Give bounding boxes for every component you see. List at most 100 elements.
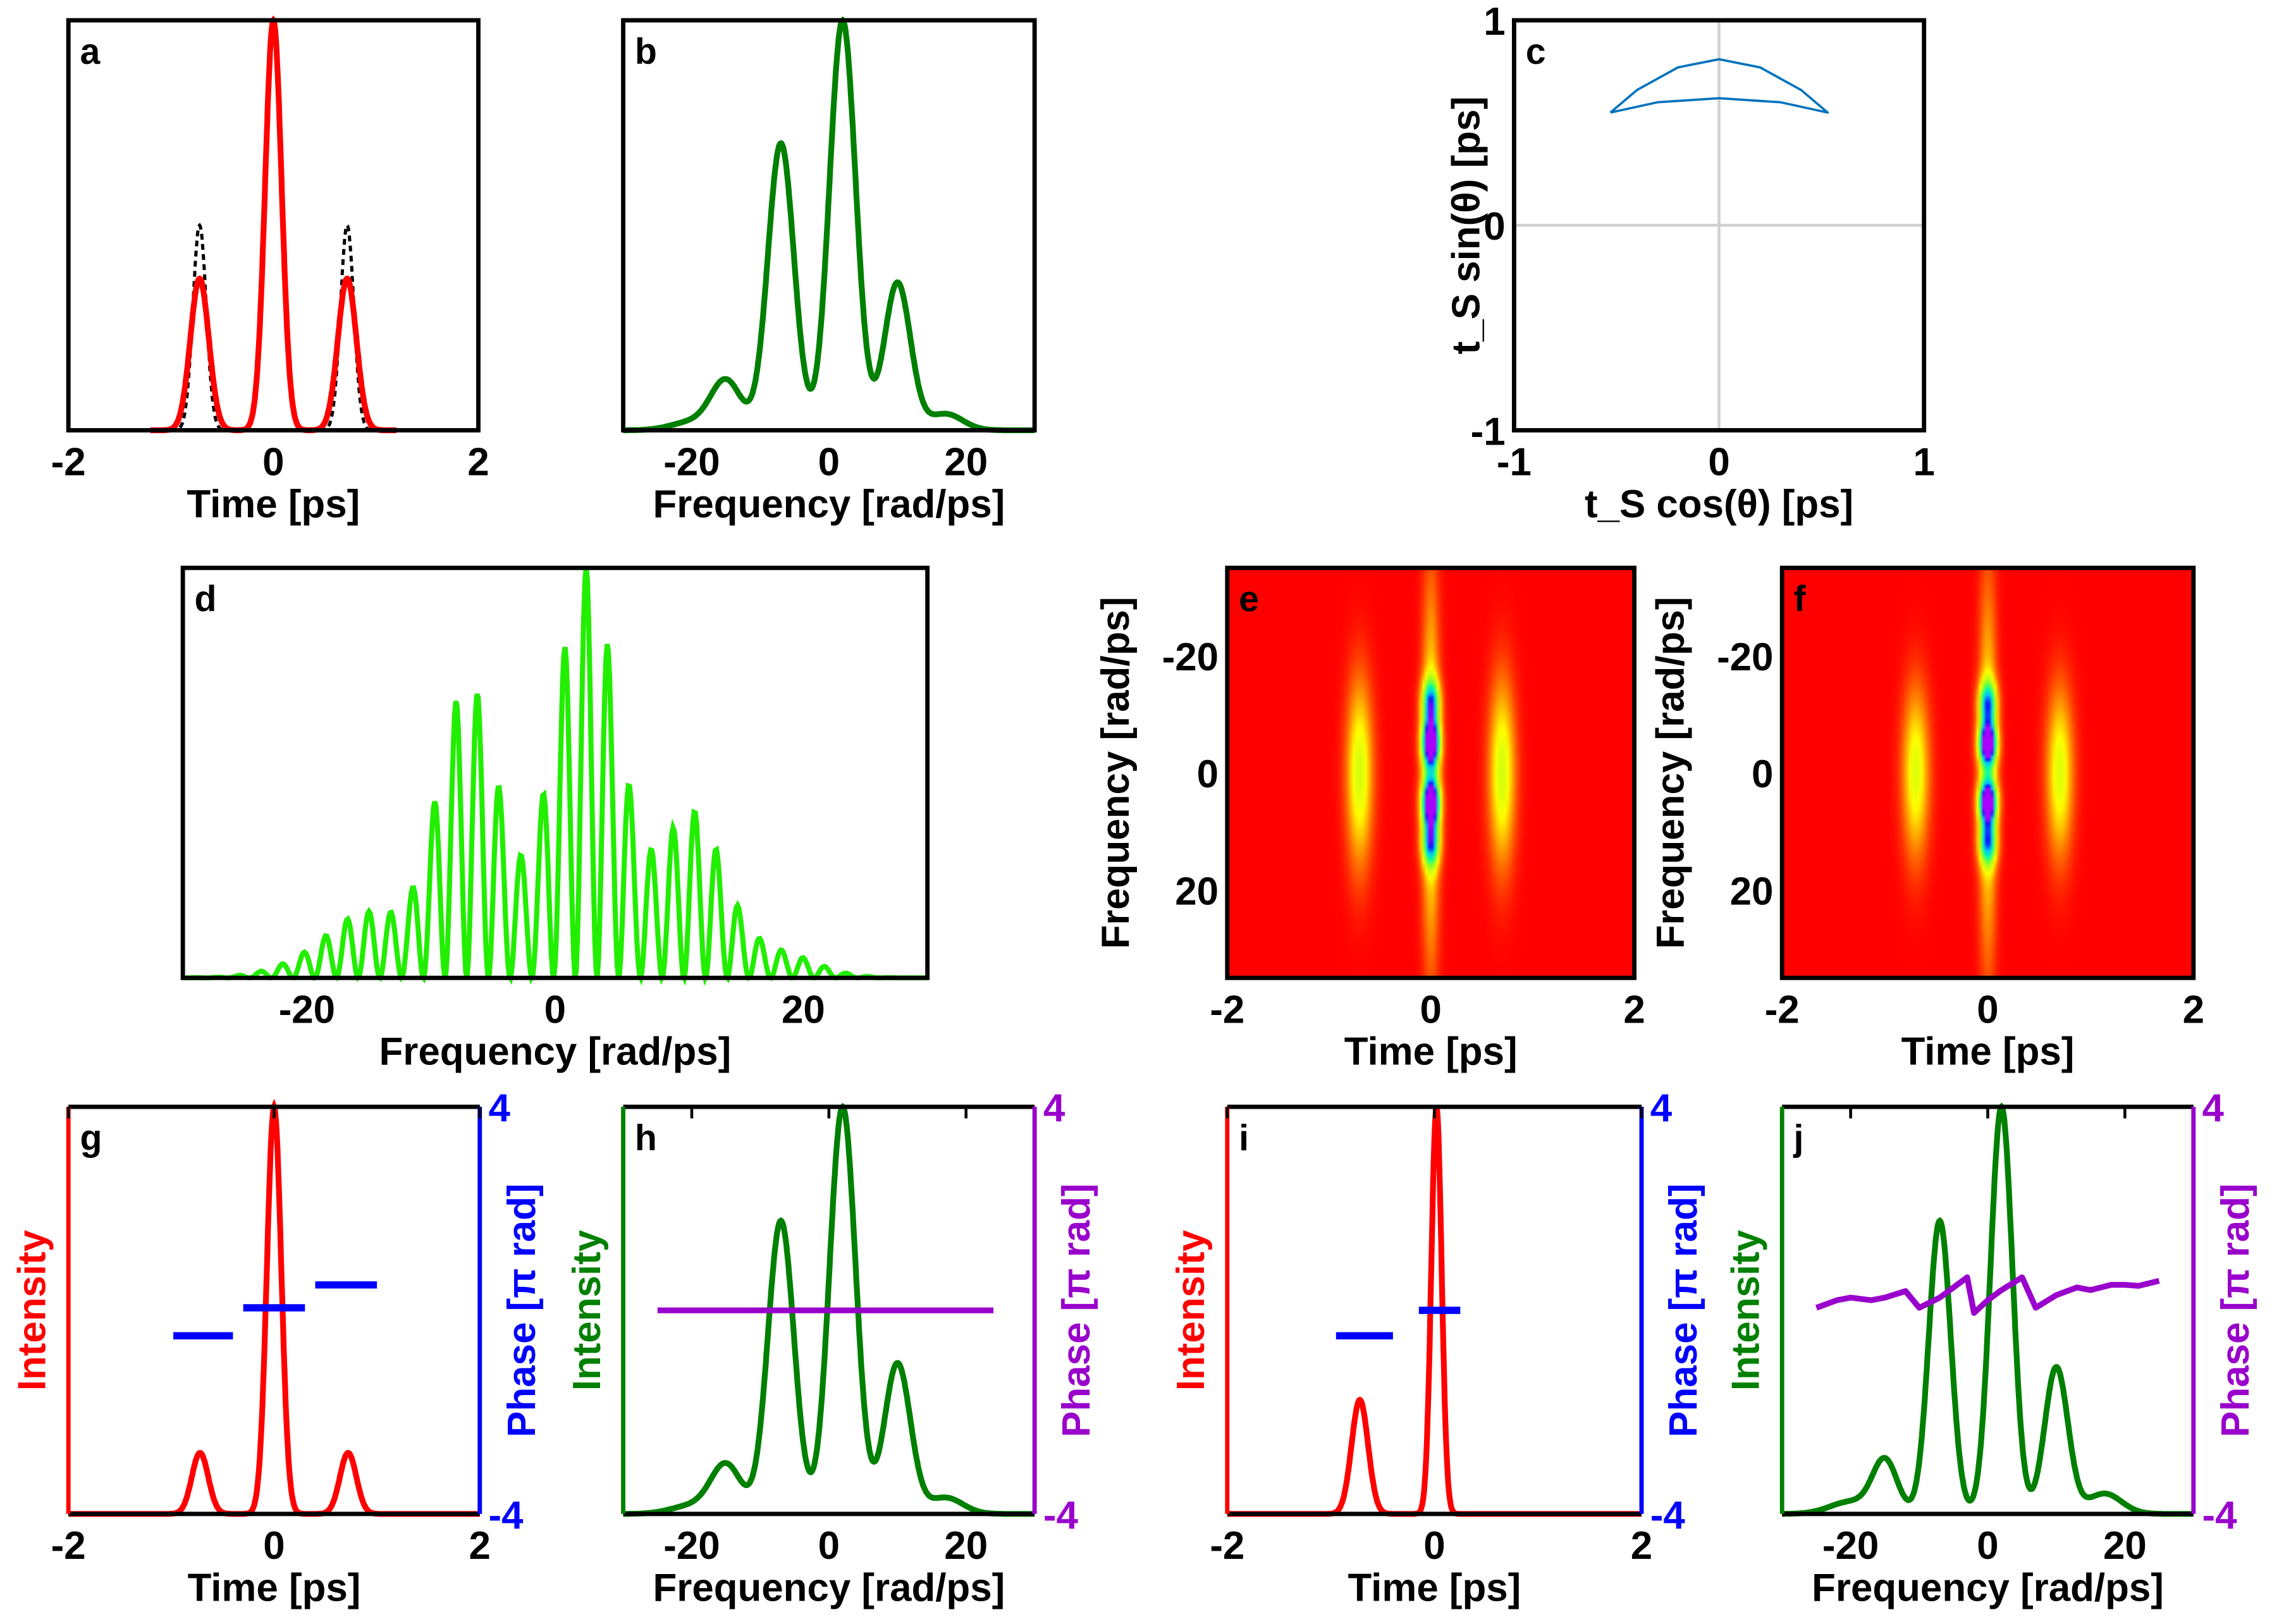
y-axis-label: Frequency [rad/ps] <box>1649 597 1692 949</box>
x-tick-label: -20 <box>279 988 335 1031</box>
panel-label: g <box>80 1118 102 1159</box>
axes-frame <box>1779 565 2196 980</box>
x-axis-label: t_S cos(θ) [ps] <box>1585 483 1853 526</box>
x-tick-label: -20 <box>663 440 720 484</box>
x-tick-label: -2 <box>1765 988 1800 1031</box>
y-tick-label: 0 <box>1197 753 1219 796</box>
y-tick-label: 20 <box>1175 870 1219 913</box>
panel-i: 4 -4 Intensity Phase [π rad] -2 0 2 Time [ps] i <box>1169 1086 1705 1609</box>
y-tick-label: 0 <box>1752 753 1773 796</box>
x-tick-label: 2 <box>1631 1524 1652 1568</box>
x-tick-label: 20 <box>2103 1524 2147 1568</box>
y-tick-label: -1 <box>1471 410 1506 453</box>
phase-curve <box>1815 1274 2160 1316</box>
axes-frame <box>1225 565 1636 980</box>
x-tick-label: -2 <box>1210 988 1244 1031</box>
y2-tick-label: 4 <box>1043 1086 1065 1130</box>
panel-label: i <box>1239 1118 1249 1159</box>
y-axis-label: Intensity <box>1724 1229 1768 1391</box>
x-tick-label: 2 <box>2183 988 2204 1031</box>
x-tick-label: 20 <box>944 440 988 484</box>
trajectory-curve <box>1609 58 1829 114</box>
panel-label: a <box>80 32 101 72</box>
intensity-curve <box>1782 1102 2194 1517</box>
panel-label: f <box>1794 579 1807 620</box>
y2-tick-label: -4 <box>1650 1494 1686 1537</box>
panel-h: 4 -4 Intensity Phase [π rad] -20 0 20Frequency… <box>565 1086 1098 1609</box>
spectrogram-image <box>1782 567 2194 978</box>
x-tick-label: -2 <box>1210 1524 1244 1568</box>
x-tick-label: 0 <box>262 440 284 484</box>
spectrogram-image <box>1227 567 1635 978</box>
axes-frame <box>180 565 930 980</box>
panel-d: -20 0 20 Frequency [rad/ps] d <box>180 565 930 1074</box>
x-axis-label: Frequency [rad/ps] <box>653 1566 1005 1609</box>
y-axis-label: t_S sin(θ) [ps] <box>1444 96 1488 354</box>
panel-a: -2 0 2 Time [ps] a <box>51 15 489 526</box>
spectrum-curve <box>623 16 1035 433</box>
x-tick-label: 0 <box>1977 1524 1998 1568</box>
x-tick-label: 0 <box>263 1524 285 1568</box>
x-tick-label: 2 <box>469 1524 491 1568</box>
x-axis-label: Time [ps] <box>1344 1030 1518 1074</box>
x-tick-label: 20 <box>782 988 825 1031</box>
y2-axis-label: Phase [π rad] <box>500 1183 544 1437</box>
y-tick-label: -20 <box>1717 636 1773 679</box>
panel-g: 4 -4 Intensity Phase [π rad] -2 0 2 Time [ps] g <box>11 1086 544 1609</box>
y2-tick-label: -4 <box>1043 1494 1079 1537</box>
y2-tick-label: 4 <box>1650 1086 1673 1130</box>
interferogram-curve <box>183 567 928 986</box>
axes-frame <box>66 18 481 433</box>
y2-tick-label: 4 <box>2202 1086 2225 1130</box>
panel-label: e <box>1239 579 1259 620</box>
x-axis-label: Frequency [rad/ps] <box>379 1030 732 1074</box>
x-tick-label: 2 <box>467 440 489 484</box>
x-axis-label: Frequency [rad/ps] <box>1812 1566 2164 1609</box>
y2-axis-label: Phase [π rad] <box>1662 1183 1705 1437</box>
x-tick-label: 0 <box>1977 988 1998 1031</box>
y-tick-label: 20 <box>1730 870 1774 913</box>
panel-label: b <box>635 32 657 72</box>
axes-frame <box>621 18 1037 433</box>
intensity-curve <box>623 1103 1035 1517</box>
x-tick-label: 2 <box>1623 988 1645 1031</box>
x-axis-label: Time [ps] <box>1901 1030 2075 1074</box>
y2-tick-label: -4 <box>2202 1494 2238 1537</box>
x-tick-label: 0 <box>818 1524 840 1568</box>
retrieved-curve <box>150 15 396 433</box>
x-tick-label: 20 <box>944 1524 988 1568</box>
x-axis-label: Time [ps] <box>1348 1566 1521 1609</box>
panel-label: j <box>1793 1118 1804 1159</box>
panel-label: c <box>1526 32 1546 72</box>
y-axis-label: Intensity <box>11 1229 54 1391</box>
y-tick-label: 0 <box>1483 205 1505 249</box>
x-tick-label: 0 <box>818 440 840 484</box>
x-tick-label: 0 <box>1423 1524 1445 1568</box>
y-axis-label: Frequency [rad/ps] <box>1094 597 1138 949</box>
x-tick-label: -20 <box>663 1524 720 1568</box>
panel-label: h <box>635 1118 657 1159</box>
x-tick-label: -2 <box>51 440 86 484</box>
x-tick-label: -1 <box>1497 440 1532 484</box>
y2-axis-label: Phase [π rad] <box>2214 1183 2257 1437</box>
y-axis-label: Intensity <box>565 1229 609 1391</box>
y2-tick-label: -4 <box>489 1494 524 1537</box>
panel-j: 4 -4 Intensity Phase [π rad] -20 0 20Frequency… <box>1724 1086 2257 1609</box>
panel-label: d <box>194 579 216 620</box>
x-tick-label: 0 <box>1708 440 1729 484</box>
x-tick-label: 1 <box>1913 440 1934 484</box>
axes-frame <box>1511 18 1927 433</box>
x-tick-label: 0 <box>1420 988 1441 1031</box>
panel-c: t_S sin(θ) [ps] -1 0 1 -1 0 1 t_S cos(θ) [ps] c <box>1444 0 1934 526</box>
x-tick-label: -2 <box>51 1524 86 1568</box>
x-tick-label: -20 <box>1822 1524 1879 1568</box>
x-tick-label: 0 <box>544 988 566 1031</box>
x-axis-label: Frequency [rad/ps] <box>653 483 1005 526</box>
x-axis-label: Time [ps] <box>188 1566 361 1609</box>
y2-axis-label: Phase [π rad] <box>1055 1183 1098 1437</box>
x-axis-label: Time [ps] <box>187 483 360 526</box>
